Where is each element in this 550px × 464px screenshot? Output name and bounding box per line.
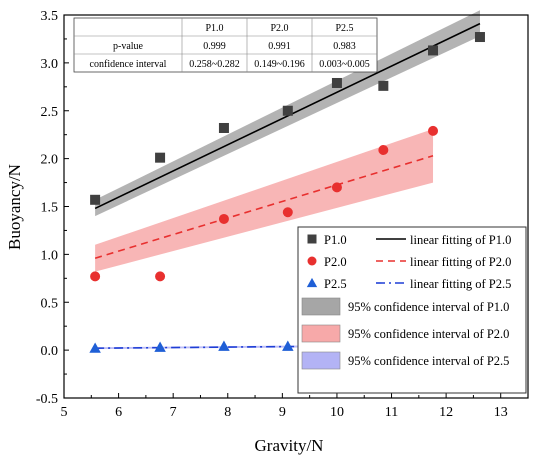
point-p10 (378, 80, 389, 91)
point-p20 (155, 271, 166, 282)
y-tick-label: 3.0 (41, 57, 59, 72)
table-header-cell: P2.0 (270, 23, 288, 34)
x-tick-label: 12 (439, 405, 453, 420)
table-cell: 0.999 (203, 41, 226, 52)
point-p10 (331, 77, 342, 88)
table-cell: 0.258~0.282 (189, 59, 239, 70)
x-tick-label: 6 (115, 405, 122, 420)
x-tick-label: 11 (385, 405, 398, 420)
legend-ci-label-p10: 95% confidence interval of P1.0 (348, 300, 509, 314)
table-header-cell: P1.0 (205, 23, 223, 34)
x-tick-label: 9 (279, 405, 286, 420)
x-tick-label: 5 (61, 405, 68, 420)
y-tick-label: 1.0 (41, 248, 59, 263)
table-cell: 0.149~0.196 (254, 59, 304, 70)
fit-lines (94, 22, 481, 350)
fit-line-p20 (94, 154, 434, 259)
point-p20 (331, 182, 342, 193)
point-p25 (154, 341, 166, 352)
legend-marker-p25 (306, 277, 318, 288)
point-p20 (378, 145, 389, 156)
stats-table: P1.0 P2.0 P2.5 p-value 0.999 0.991 0.983 confid… (73, 17, 378, 73)
legend-ci-label-p20: 95% confidence interval of P2.0 (348, 327, 509, 341)
y-tick-label: -0.5 (36, 392, 58, 407)
point-p10 (155, 152, 166, 163)
y-tick-label: 2.5 (41, 105, 59, 120)
legend-label-p10: P1.0 (324, 233, 347, 247)
table-frame (73, 17, 378, 73)
legend-ci-swatch-p20 (301, 324, 341, 343)
y-axis-label: Buoyancy/N (5, 164, 24, 250)
x-tick-label: 7 (170, 405, 177, 420)
x-axis-label: Gravity/N (255, 436, 324, 455)
legend: P1.0 linear fitting of P1.0 P2.0 linear fit… (297, 226, 527, 394)
legend-label-p20: P2.0 (324, 255, 347, 269)
point-p10 (218, 122, 229, 133)
table-header-cell: P2.5 (335, 23, 353, 34)
ci-band-p20 (95, 128, 434, 272)
legend-ci-label-p25: 95% confidence interval of P2.5 (348, 354, 509, 368)
y-tick-label: 1.5 (41, 201, 59, 216)
legend-marker-p10 (307, 234, 317, 244)
table-cell: confidence interval (90, 59, 167, 70)
point-p10 (474, 32, 485, 43)
point-p10 (428, 45, 439, 56)
legend-label-p25: P2.5 (324, 277, 347, 291)
y-tick-label: 0.0 (41, 344, 59, 359)
fit-line-p10 (94, 22, 481, 210)
y-tick-label: 2.0 (41, 153, 59, 168)
x-tick-label: 8 (224, 405, 231, 420)
point-p10 (282, 105, 293, 116)
legend-marker-p20 (307, 256, 317, 266)
table-cell: 0.003~0.005 (319, 59, 369, 70)
legend-fit-label-p20: linear fitting of P2.0 (410, 255, 511, 269)
point-p20 (90, 271, 101, 282)
legend-fit-label-p25: linear fitting of P2.5 (410, 277, 511, 291)
point-p25 (218, 340, 230, 351)
table-cell: 0.983 (333, 41, 356, 52)
point-p25 (282, 340, 294, 351)
legend-ci-swatch-p10 (301, 297, 341, 316)
legend-ci-swatch-p25 (301, 351, 341, 370)
y-tick-label: 0.5 (41, 296, 59, 311)
axes: 5 6 7 8 9 10 11 12 13 -0.5 0.0 0.5 1.0 1.5 2.0 2.5 3.0 3.… (36, 9, 529, 420)
point-p20 (218, 213, 229, 224)
legend-fit-label-p10: linear fitting of P1.0 (410, 233, 511, 247)
point-p20 (428, 125, 439, 136)
y-tick-label: 3.5 (41, 9, 59, 24)
table-cell: 0.991 (268, 41, 291, 52)
point-p20 (282, 207, 293, 218)
table-cell: p-value (113, 41, 144, 52)
x-tick-label: 10 (330, 405, 344, 420)
point-p10 (90, 194, 101, 205)
x-tick-label: 13 (494, 405, 508, 420)
point-p25 (89, 342, 101, 353)
